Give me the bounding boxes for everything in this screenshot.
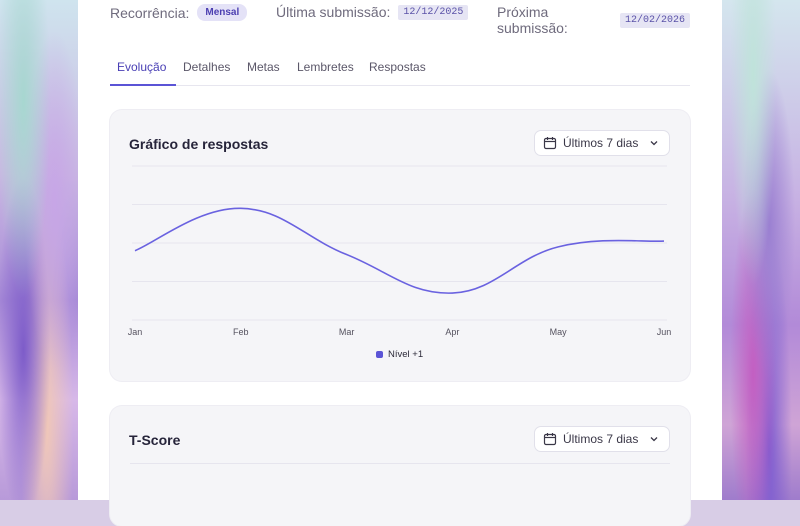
tab-respostas[interactable]: Respostas <box>369 60 426 74</box>
chart-legend: Nível +1 <box>376 349 423 360</box>
recurrence-label: Recorrência: <box>110 4 190 21</box>
calendar-icon <box>543 433 557 446</box>
x-tick-label: May <box>549 327 567 337</box>
date-range-select[interactable]: Últimos 7 dias <box>534 426 670 452</box>
next-submission-meta: Próxima submissão: 12/02/2026 <box>497 4 690 36</box>
legend-swatch <box>376 351 383 358</box>
background-painting-right <box>722 0 800 500</box>
calendar-icon <box>543 137 557 150</box>
date-range-value: Últimos 7 dias <box>563 432 639 446</box>
responses-chart-card: Gráfico de respostas Últimos 7 dias <box>110 110 690 381</box>
next-submission-date: 12/02/2026 <box>619 12 690 28</box>
x-tick-label: Jan <box>127 327 143 337</box>
date-range-value: Últimos 7 dias <box>563 136 639 150</box>
background-painting-left <box>0 0 78 500</box>
tab-evolucao[interactable]: Evolução <box>117 60 167 74</box>
chart-gridline <box>130 463 670 464</box>
card-title: T-Score <box>129 432 181 448</box>
next-submission-label: Próxima submissão: <box>497 4 568 36</box>
last-submission-meta: Última submissão: 12/12/2025 <box>276 4 469 20</box>
x-tick-label: Mar <box>338 327 355 337</box>
date-range-select[interactable]: Últimos 7 dias <box>534 130 670 156</box>
active-tab-indicator <box>110 84 176 86</box>
tab-lembretes[interactable]: Lembretes <box>297 60 354 74</box>
main-panel: Recorrência: Mensal Última submissão: 12… <box>78 0 722 526</box>
submission-meta: Recorrência: Mensal Última submissão: 12… <box>110 4 690 36</box>
x-tick-label: Apr <box>445 327 460 337</box>
x-tick-label: Jun <box>656 327 672 337</box>
tab-bar: Evolução Detalhes Metas Lembretes Respos… <box>110 56 690 86</box>
x-tick-label: Feb <box>233 327 249 337</box>
tab-detalhes[interactable]: Detalhes <box>183 60 231 74</box>
recurrence-badge: Mensal <box>197 4 248 21</box>
last-submission-label: Última submissão: <box>276 4 391 20</box>
tab-metas[interactable]: Metas <box>247 60 280 74</box>
tscore-card: T-Score Últimos 7 dias <box>110 406 690 526</box>
last-submission-date: 12/12/2025 <box>398 4 469 20</box>
chevron-down-icon <box>650 141 658 146</box>
card-title: Gráfico de respostas <box>129 136 269 152</box>
legend-label: Nível +1 <box>388 349 424 360</box>
recurrence-meta: Recorrência: Mensal <box>110 4 248 21</box>
chevron-down-icon <box>650 437 658 442</box>
